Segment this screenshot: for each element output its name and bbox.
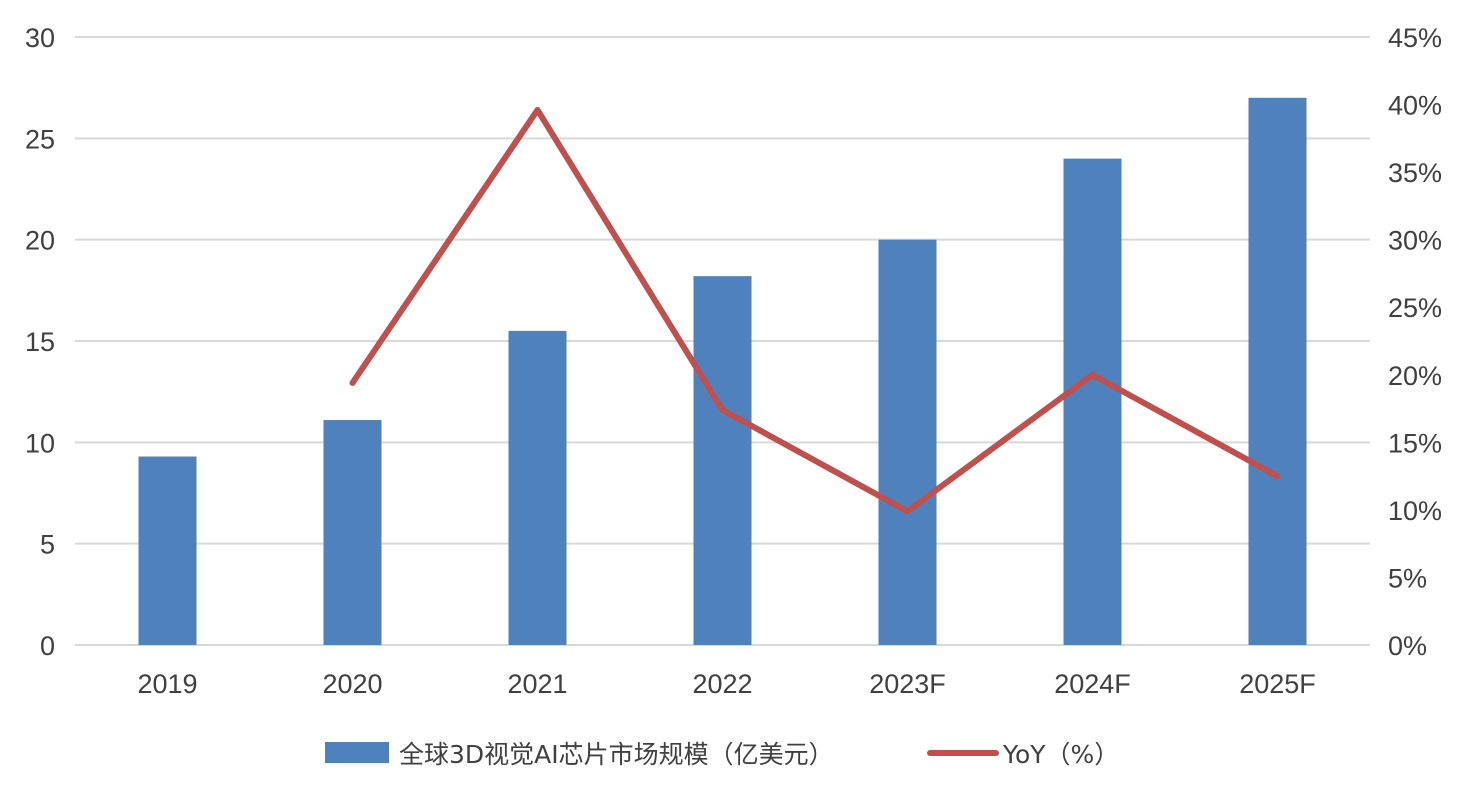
bar — [1248, 97, 1307, 646]
right-axis-tick-label: 35% — [1388, 158, 1442, 188]
right-axis-tick-label: 0% — [1388, 631, 1427, 661]
right-axis-tick-label: 40% — [1388, 91, 1442, 121]
right-axis-tick-label: 10% — [1388, 496, 1442, 526]
right-axis-tick-label: 15% — [1388, 428, 1442, 458]
x-axis-tick-label: 2019 — [137, 669, 197, 699]
left-axis-tick-label: 15 — [25, 327, 55, 357]
left-axis-tick-label: 0 — [40, 631, 55, 661]
legend-bar-label: 全球3D视觉AI芯片市场规模（亿美元） — [399, 740, 834, 769]
right-axis-tick-label: 20% — [1388, 361, 1442, 391]
left-axis-tick-label: 20 — [25, 226, 55, 256]
yoy-line — [349, 106, 1281, 515]
left-axis-tick-label: 5 — [40, 530, 55, 560]
x-axis-tick-label: 2022 — [692, 669, 752, 699]
x-axis-tick-label: 2023F — [869, 669, 946, 699]
bar-series — [138, 97, 1307, 646]
x-axis-tick-label: 2021 — [507, 669, 567, 699]
bar — [1063, 158, 1122, 645]
right-axis-tick-label: 30% — [1388, 226, 1442, 256]
left-axis-tick-label: 10 — [25, 428, 55, 458]
left-axis-tick-label: 30 — [25, 23, 55, 53]
line-series — [349, 106, 1281, 515]
right-axis-tick-label: 45% — [1388, 23, 1442, 53]
bar — [878, 239, 937, 645]
legend-bar-swatch — [325, 742, 389, 763]
right-axis-tick-label: 25% — [1388, 293, 1442, 323]
x-axis-tick-label: 2025F — [1239, 669, 1316, 699]
x-axis-tick-label: 2020 — [322, 669, 382, 699]
legend: 全球3D视觉AI芯片市场规模（亿美元） YoY（%） — [325, 740, 1119, 769]
x-axis-tick-label: 2024F — [1054, 669, 1131, 699]
left-axis-tick-label: 25 — [25, 124, 55, 154]
bar — [138, 456, 197, 645]
legend-line-label: YoY（%） — [1002, 740, 1119, 769]
bar — [508, 330, 567, 645]
right-axis-tick-label: 5% — [1388, 563, 1427, 593]
left-axis: 0 5 10 15 20 25 30 — [25, 23, 55, 661]
right-axis: 0% 5% 10% 15% 20% 25% 30% 35% 40% 45% — [1388, 23, 1442, 661]
x-axis: 2019 2020 2021 2022 2023F 2024F 2025F — [137, 669, 1315, 699]
bar — [693, 276, 752, 645]
bar — [323, 420, 382, 645]
